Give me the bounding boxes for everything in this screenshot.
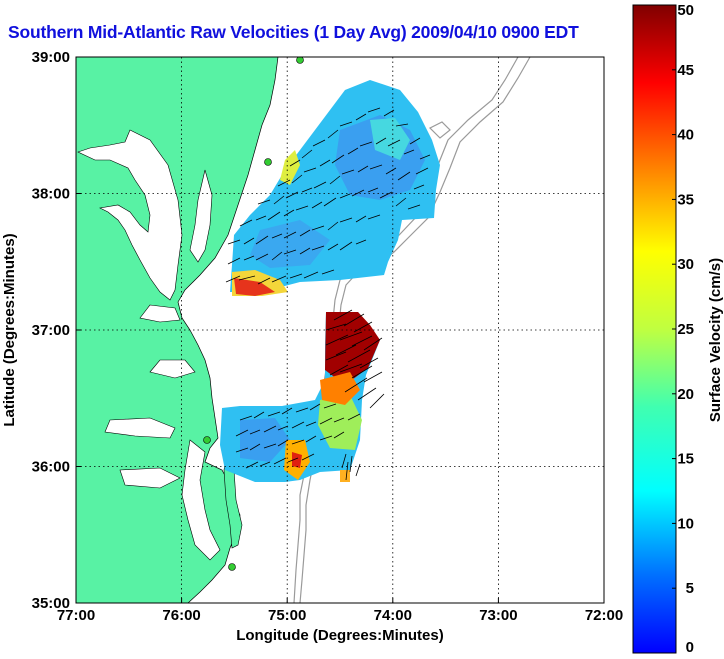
velocity-vectors <box>225 107 431 481</box>
y-tick-label: 39:00 <box>32 49 70 66</box>
radar-stations <box>203 57 304 571</box>
colorbar-tick-label: 40 <box>677 127 694 144</box>
x-axis-title: Longitude (Degrees:Minutes) <box>236 627 444 644</box>
colorbar-gradient <box>632 4 677 654</box>
colorbar-tick-label: 45 <box>677 62 694 79</box>
radar-station-marker <box>296 57 304 64</box>
y-tick-label: 38:00 <box>32 186 70 203</box>
x-tick-label: 75:00 <box>268 607 306 624</box>
colorbar-tick-label: 10 <box>677 515 694 532</box>
velocity-field-north <box>230 80 440 296</box>
colorbar-tick-label: 50 <box>677 2 694 19</box>
x-tick-label: 77:00 <box>57 607 95 624</box>
inland-water <box>77 129 221 561</box>
colorbar-tick-label: 15 <box>677 451 694 468</box>
colorbar-tick-label: 35 <box>677 191 694 208</box>
colorbar-tick-label: 5 <box>686 580 694 597</box>
grid-lines <box>76 57 604 603</box>
colorbar-label: Surface Velocity (cm/s) <box>707 258 724 422</box>
y-tick-label: 35:00 <box>32 595 70 612</box>
colorbar-tick-label: 30 <box>677 256 694 273</box>
map-title: Southern Mid-Atlantic Raw Velocities (1 … <box>8 22 579 42</box>
x-tick-label: 74:00 <box>374 607 412 624</box>
y-tick-label: 36:00 <box>32 459 70 476</box>
radar-station-marker <box>228 563 236 571</box>
y-tick-label: 37:00 <box>32 322 70 339</box>
x-axis: 77:00 76:00 75:00 74:00 73:00 72:00 <box>57 598 623 624</box>
x-tick-label: 76:00 <box>162 607 200 624</box>
colorbar-tick-label: 20 <box>677 386 694 403</box>
x-tick-label: 73:00 <box>479 607 517 624</box>
colorbar-ticks: 0 5 10 15 20 25 30 35 40 45 50 <box>672 2 694 656</box>
y-axis-title: Latitude (Degrees:Minutes) <box>1 233 18 426</box>
radar-station-marker <box>203 436 211 444</box>
colorbar-tick-label: 0 <box>686 639 694 656</box>
x-tick-label: 72:00 <box>585 607 623 624</box>
colorbar: 0 5 10 15 20 25 30 35 40 45 50 Surface Velocity (c… <box>632 2 724 656</box>
y-axis: 39:00 38:00 37:00 36:00 35:00 <box>32 49 81 612</box>
radar-station-marker <box>264 158 272 166</box>
colorbar-tick-label: 25 <box>677 321 694 338</box>
